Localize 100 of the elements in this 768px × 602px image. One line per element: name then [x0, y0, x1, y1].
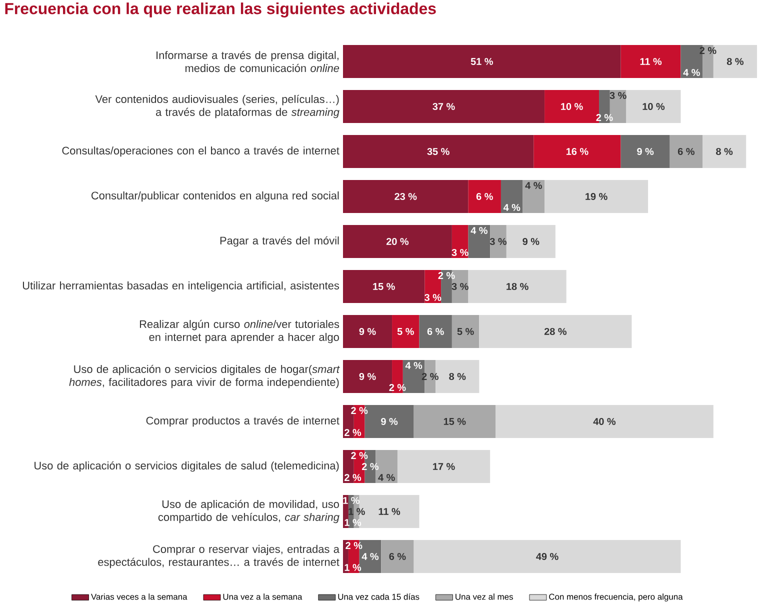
bar: [343, 315, 392, 348]
bar: [534, 135, 621, 168]
bar: [343, 180, 468, 214]
data-label: 15 %: [373, 282, 395, 290]
bar: [452, 315, 480, 348]
bar: [490, 225, 506, 258]
bar: [343, 450, 354, 484]
bar: [468, 270, 566, 304]
y-tick-label: Consultar/publicar contenidos en alguna red social: [91, 191, 339, 202]
data-label: 1 %: [344, 564, 362, 572]
bar: [343, 90, 545, 124]
data-label: 11 %: [640, 58, 662, 66]
data-label: 9 %: [522, 238, 540, 246]
bar: [424, 270, 442, 304]
data-label: 3 %: [490, 238, 507, 246]
data-label: 6 %: [476, 192, 493, 200]
data-label: 40 %: [593, 418, 616, 426]
bar: [544, 180, 648, 214]
y-tick-label: Uso de aplicación o servicios digitales de salud (telemedicina): [34, 461, 339, 472]
bar: [680, 45, 703, 78]
data-label: 23 %: [394, 192, 417, 200]
bar: [397, 450, 490, 484]
y-tick-label: Uso de aplicación de movilidad, uso compartido de vehículos, car sharing: [158, 500, 340, 524]
data-label: 4 %: [683, 68, 700, 76]
data-label: 18 %: [506, 282, 528, 290]
data-label: 2 %: [389, 384, 406, 392]
data-label: 3 %: [424, 294, 442, 302]
data-label: 4 %: [525, 182, 542, 190]
y-tick-label: Comprar productos a través de internet: [146, 416, 340, 427]
data-label: 2 %: [351, 406, 368, 414]
data-label: 4 %: [503, 204, 520, 212]
data-label: 17 %: [433, 462, 455, 470]
bar: [343, 360, 392, 394]
bar: [343, 270, 425, 304]
bar: [522, 180, 545, 214]
legend-label: Una vez cada 15 días: [338, 594, 420, 600]
legend-label: Con menos frecuencia, pero alguna: [549, 594, 683, 602]
y-tick-label: Utilizar herramientas basadas en inteligencia artificial, asistentes: [22, 281, 340, 292]
data-label: 9 %: [381, 418, 398, 426]
legend-label: Una vez a la semana: [223, 594, 302, 600]
legend-label: Una vez al mes: [456, 594, 513, 600]
bar: [343, 45, 621, 78]
y-tick-label: Informarse a través de prensa digital, medios de comunicación online: [156, 50, 340, 72]
bar: [620, 135, 670, 168]
y-tick-label: Comprar o reservar viajes, entradas a espectáculos, restaurantes… a través de internet: [98, 544, 340, 568]
data-label: 5 %: [457, 328, 474, 336]
bar: [452, 225, 468, 258]
chart-title: Frecuencia con la que realizan las siguientes actividades: [5, 2, 436, 18]
data-label: 19 %: [586, 192, 608, 200]
bar: [414, 405, 496, 438]
y-tick-label: Ver contenidos audiovisuales (series, películas…) a través de plataformas de streaming: [95, 94, 340, 118]
bar: [381, 540, 414, 574]
data-label: 3 %: [452, 248, 468, 256]
data-label: 37 %: [432, 102, 455, 110]
bar: [544, 90, 600, 124]
data-label: 28 %: [544, 328, 567, 336]
bar: [620, 45, 681, 78]
data-label: 8 %: [449, 372, 466, 380]
data-label: 2 %: [438, 272, 455, 280]
data-label: 2 %: [344, 428, 362, 436]
bar: [670, 135, 703, 168]
data-label: 4 %: [362, 552, 379, 560]
data-label: 15 %: [444, 418, 466, 426]
data-label: 6 %: [427, 328, 444, 336]
y-tick-label: Realizar algún curso online/ver tutoriales en internet para aprender a hacer algo: [140, 320, 340, 344]
data-label: 35 %: [427, 148, 450, 156]
data-label: 4 %: [470, 226, 488, 234]
category-label: Uso de aplicación o servicios digitales de hogar(smart homes, facilitadores para vivir de forma independiente): [69, 364, 340, 388]
data-label: 11 %: [378, 508, 400, 516]
data-label: 6 %: [389, 552, 406, 560]
bar: [343, 225, 452, 258]
data-label: 8 %: [716, 148, 733, 156]
data-label: 1 %: [348, 508, 365, 516]
bar: [702, 135, 746, 168]
data-label: 4 %: [378, 474, 395, 482]
data-label: 3 %: [610, 92, 626, 100]
legend-label: Varias veces a la semana: [90, 594, 188, 600]
data-label: 4 %: [405, 362, 422, 370]
data-label: 2 %: [351, 452, 368, 460]
bar: [392, 315, 420, 348]
bar: [468, 225, 490, 258]
y-tick-label: Consultas/operaciones con el banco a través de internet: [62, 146, 340, 157]
bar: [500, 180, 523, 214]
data-label: 6 %: [678, 148, 694, 156]
data-label: 9 %: [637, 148, 654, 156]
y-tick-label: Pagar a través del móvil: [220, 236, 339, 247]
bar: [343, 135, 534, 168]
data-label: 8 %: [726, 58, 744, 66]
bar: [419, 315, 452, 348]
data-label: 10 %: [642, 102, 665, 110]
data-label: 16 %: [566, 148, 588, 156]
data-label: 2 %: [346, 542, 362, 550]
data-label: 10 %: [561, 102, 583, 110]
bar: [343, 405, 354, 438]
data-label: 9 %: [359, 328, 376, 336]
data-label: 3 %: [452, 282, 468, 290]
data-label: 20 %: [386, 238, 409, 246]
data-label: 2 %: [596, 114, 613, 122]
bar: [496, 405, 714, 438]
data-label: 9 %: [359, 372, 376, 380]
